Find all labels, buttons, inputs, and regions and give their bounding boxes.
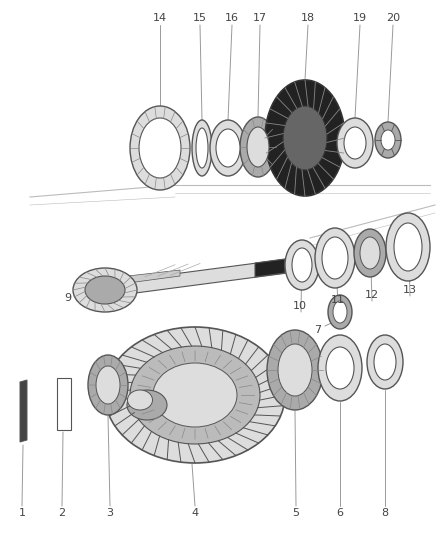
Ellipse shape [247,127,269,167]
Text: 8: 8 [381,508,389,518]
Ellipse shape [381,130,395,150]
Ellipse shape [88,355,128,415]
Text: 9: 9 [64,293,71,303]
Ellipse shape [337,118,373,168]
Ellipse shape [374,344,396,380]
Ellipse shape [285,240,319,290]
Text: 19: 19 [353,13,367,23]
Text: 10: 10 [293,301,307,311]
Text: 1: 1 [18,508,25,518]
Ellipse shape [344,127,366,159]
Ellipse shape [153,363,237,427]
Ellipse shape [196,128,208,168]
Text: 6: 6 [336,508,343,518]
Ellipse shape [292,248,312,282]
Ellipse shape [278,344,312,396]
Text: 4: 4 [191,508,198,518]
Ellipse shape [130,106,190,190]
Ellipse shape [386,213,430,281]
Text: 2: 2 [58,508,66,518]
Text: 18: 18 [301,13,315,23]
Ellipse shape [267,330,323,410]
Ellipse shape [216,129,240,167]
Polygon shape [128,258,295,294]
Ellipse shape [394,223,422,271]
Text: 3: 3 [106,508,113,518]
Ellipse shape [354,229,386,277]
Text: 13: 13 [403,285,417,295]
Bar [57,378,71,430]
Ellipse shape [328,295,352,329]
Polygon shape [255,259,285,277]
Ellipse shape [85,276,125,304]
Text: 7: 7 [314,325,321,335]
Polygon shape [128,270,180,283]
Text: 15: 15 [193,13,207,23]
Ellipse shape [326,347,354,389]
Text: 17: 17 [253,13,267,23]
Text: 20: 20 [386,13,400,23]
Ellipse shape [283,106,327,170]
Ellipse shape [315,228,355,288]
Text: 11: 11 [331,295,345,305]
Ellipse shape [367,335,403,389]
Ellipse shape [360,237,380,269]
Text: 12: 12 [365,290,379,300]
Ellipse shape [139,118,181,178]
Ellipse shape [192,120,212,176]
Ellipse shape [127,390,152,410]
Ellipse shape [375,122,401,158]
Text: 5: 5 [293,508,300,518]
Ellipse shape [127,390,167,420]
Polygon shape [20,380,27,442]
Ellipse shape [210,120,246,176]
Ellipse shape [96,366,120,404]
Ellipse shape [105,327,285,463]
Ellipse shape [73,268,137,312]
Ellipse shape [333,301,347,323]
Ellipse shape [322,237,348,279]
Ellipse shape [265,80,345,196]
Text: 16: 16 [225,13,239,23]
Ellipse shape [130,346,260,444]
Ellipse shape [240,117,276,177]
Ellipse shape [318,335,362,401]
Text: 14: 14 [153,13,167,23]
